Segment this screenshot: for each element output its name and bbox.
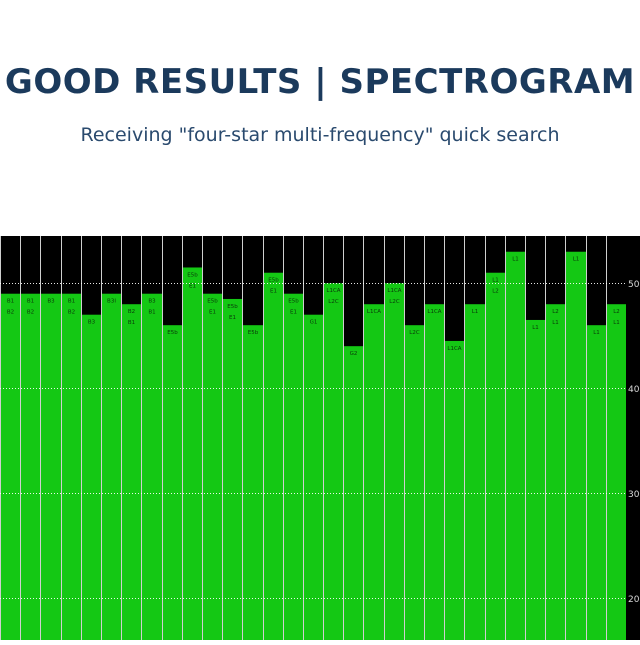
y-tick-label: 40 [628,385,640,395]
bar-label: L2C [409,330,420,336]
bar-label: B2 [128,309,135,315]
spectrogram-chart: B1 B2 B1 B2 B3 B1 B2 B3 B3I B2 B1 B3 B1 E5b E5b E1 E5b E1… [0,236,640,640]
spectrum-bar [566,251,586,640]
bar-label: L1 [472,309,479,315]
bar-label: L2 [492,289,499,295]
spectrum-bar [203,293,222,640]
bar-label: G1 [310,320,318,326]
spectrum-bar [587,325,606,640]
y-axis-strip [626,236,640,640]
bar-label: E5b [288,299,299,305]
bar-label: E5b [268,278,279,284]
bar-label: L1 [573,257,580,263]
header: GOOD RESULTS | SPECTROGRAM Receiving "fo… [0,0,640,236]
spectrum-bar [385,283,404,640]
bar-label: L1CA [427,309,441,315]
bar-label: L1 [552,320,559,326]
spectrum-bar [607,304,626,640]
bar-label: E1 [290,310,297,316]
spectrum-bar [344,346,363,640]
bar-label: L2 [613,309,620,315]
spectrum-bar [223,298,242,640]
bar-label: L2C [328,299,339,305]
bar-label: B1 [128,320,135,326]
bar-label: L2C [389,299,400,305]
bar-label: B1 [68,299,75,305]
spectrum-bar [486,272,505,640]
bar-label: L1 [593,330,600,336]
spectrum-bar [445,340,464,640]
bar-label: E5b [207,299,218,305]
bar-label: G2 [350,351,358,357]
y-tick-label: 50 [628,280,640,290]
spectrum-bar [264,272,283,640]
spectrum-bar [82,314,101,640]
page-subtitle: Receiving "four-star multi-frequency" qu… [80,124,560,146]
spectrum-bar [526,319,545,640]
bar-label: E1 [209,310,216,316]
spectrum-bar [304,314,323,640]
bar-label: L1 [512,257,519,263]
bar-label: E5b [248,330,259,336]
y-tick-label: 20 [628,595,640,605]
spectrum-bar [243,325,263,640]
bar-label: B3 [148,299,156,305]
spectrum-bar [163,325,182,640]
bar-label: L2 [552,309,559,315]
y-tick-label: 30 [628,490,640,500]
spectrum-bar [425,304,444,640]
spectrum-bar [465,304,485,640]
bar-label: B1 [148,310,155,316]
bar-label: B3 [88,320,96,326]
bar-label: B3 [47,299,55,305]
spectrum-bar [546,304,565,640]
spectrum-bar [62,293,81,640]
spectrum-bar [364,304,384,640]
spectrum-bar [102,293,121,640]
bar-label: B2 [7,310,14,316]
spectrum-bar [284,293,303,640]
bar-label: E5b [187,272,198,278]
spectrum-bar [142,293,162,640]
spectrum-bar [41,293,61,640]
bar-label: L1CA [367,309,381,315]
bar-label: L1 [492,278,499,284]
bar-label: L1 [613,320,620,326]
bar-label: B1 [27,299,34,305]
spectrum-bar [324,283,343,640]
spectrum-bar [405,325,424,640]
bar-label: E5b [167,330,178,336]
bar-label: B3I [107,299,116,305]
bar-label: B2 [68,310,75,316]
bar-label: E1 [270,289,277,295]
bar-label: L1CA [326,288,340,294]
spectrum-bar [183,267,202,640]
bar-label: E1 [229,315,236,321]
spectrum-bar [21,293,40,640]
spectrum-bar [122,304,141,640]
spectrum-bar [506,251,525,640]
page-title: GOOD RESULTS | SPECTROGRAM [4,62,636,102]
bar-label: E1 [189,283,196,289]
bar-label: L1CA [447,346,461,352]
bar-label: B2 [27,310,34,316]
bar-label: L1 [532,325,539,331]
spectrum-bar [1,293,20,640]
bar-label: B1 [7,299,14,305]
bar-label: L1CA [387,288,401,294]
spectrogram-svg: B1 B2 B1 B2 B3 B1 B2 B3 B3I B2 B1 B3 B1 E5b E5b E1 E5b E1… [0,236,640,640]
bar-label: E5b [227,304,238,310]
